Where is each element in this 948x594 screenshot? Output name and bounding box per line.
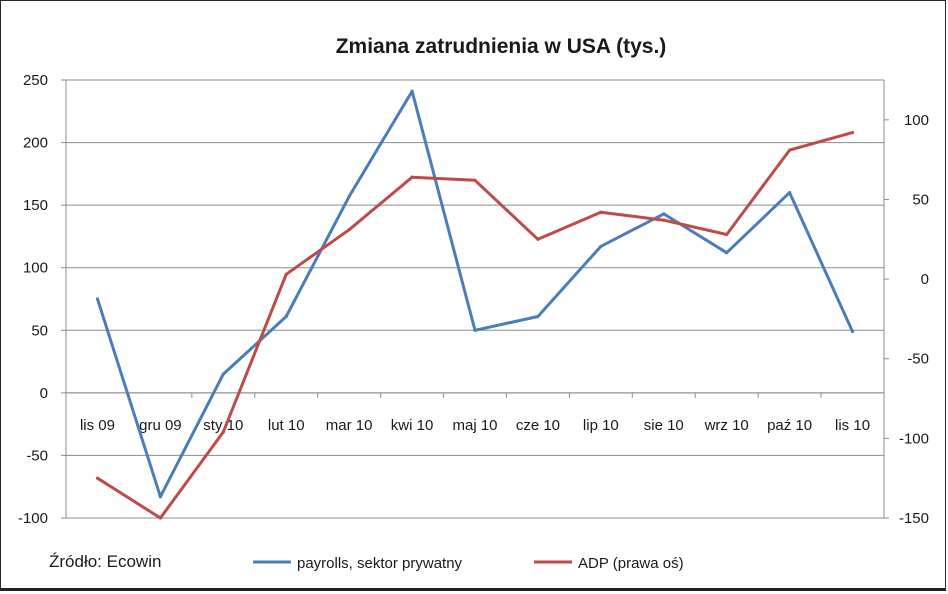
- left-tick-label: 250: [23, 72, 48, 89]
- right-tick-label: 0: [921, 271, 929, 288]
- data-point-payrolls: [662, 212, 666, 216]
- left-tick-label: -50: [26, 447, 48, 464]
- series-line-payrolls: [96, 89, 854, 499]
- data-point-adp: [850, 130, 855, 135]
- data-point-payrolls: [158, 495, 162, 499]
- data-point-adp: [284, 272, 288, 276]
- data-point-payrolls: [599, 244, 603, 249]
- left-tick-label: -100: [18, 510, 48, 527]
- chart-title: Zmiana zatrudnienia w USA (tys.): [336, 35, 667, 58]
- data-point-adp: [788, 148, 792, 152]
- category-tick-label: wrz 10: [704, 417, 749, 434]
- source-note: Źródło: Ecowin: [49, 552, 161, 571]
- grid-lines: [66, 79, 884, 519]
- category-tick-label: lis 10: [835, 417, 870, 434]
- data-point-payrolls: [536, 314, 540, 319]
- category-tick-label: sty 10: [203, 417, 243, 434]
- category-tick-label: lut 10: [268, 417, 305, 434]
- data-point-adp: [221, 430, 225, 434]
- data-point-payrolls: [850, 329, 855, 334]
- category-tick-label: mar 10: [326, 417, 373, 434]
- data-point-payrolls: [95, 297, 100, 301]
- data-point-adp: [473, 178, 477, 182]
- right-tick-label: -50: [907, 351, 929, 368]
- left-tick-label: 0: [40, 385, 48, 402]
- data-point-adp: [536, 237, 540, 241]
- data-point-payrolls: [221, 372, 225, 376]
- data-point-adp: [599, 210, 603, 214]
- left-tick-label: 100: [23, 260, 48, 277]
- category-tick-label: gru 09: [139, 417, 182, 434]
- right-tick-label: 100: [904, 112, 929, 129]
- series-lines: [95, 89, 855, 520]
- right-tick-label: -100: [899, 430, 929, 447]
- category-tick-label: lip 10: [583, 417, 619, 434]
- category-tick-label: paź 10: [767, 417, 812, 434]
- category-tick-label: maj 10: [452, 417, 497, 434]
- data-point-payrolls: [284, 314, 288, 319]
- data-point-adp: [347, 228, 351, 232]
- left-tick-label: 50: [31, 322, 48, 339]
- legend: payrolls, sektor prywatny ADP (prawa oś): [253, 555, 684, 572]
- data-point-adp: [662, 218, 666, 222]
- data-point-payrolls: [473, 328, 477, 332]
- data-point-payrolls: [725, 251, 729, 255]
- right-axis-ticks: 100 50 0 -50 -100 -150: [884, 112, 929, 527]
- category-tick-label: lis 09: [80, 417, 115, 434]
- data-point-adp: [725, 232, 729, 237]
- data-point-payrolls: [347, 194, 351, 198]
- left-tick-label: 200: [23, 135, 48, 152]
- category-tick-label: kwi 10: [391, 417, 434, 434]
- data-point-payrolls: [788, 191, 792, 195]
- right-tick-label: 50: [912, 191, 929, 208]
- left-axis-ticks: 250 200 150 100 50 0 -50 -100: [18, 72, 66, 527]
- data-point-adp: [158, 516, 162, 520]
- data-point-adp: [95, 476, 100, 480]
- legend-label-adp: ADP (prawa oś): [578, 555, 684, 572]
- left-tick-label: 150: [23, 197, 48, 214]
- category-axis-ticks: lis 09 gru 09 sty 10 lut 10 mar 10 kwi 10 maj …: [65, 392, 885, 434]
- data-point-adp: [410, 175, 414, 179]
- category-tick-label: sie 10: [644, 417, 684, 434]
- legend-label-payrolls: payrolls, sektor prywatny: [297, 555, 463, 572]
- axes: [65, 80, 885, 518]
- category-tick-label: cze 10: [516, 417, 560, 434]
- data-point-payrolls: [410, 89, 414, 93]
- right-tick-label: -150: [899, 510, 929, 527]
